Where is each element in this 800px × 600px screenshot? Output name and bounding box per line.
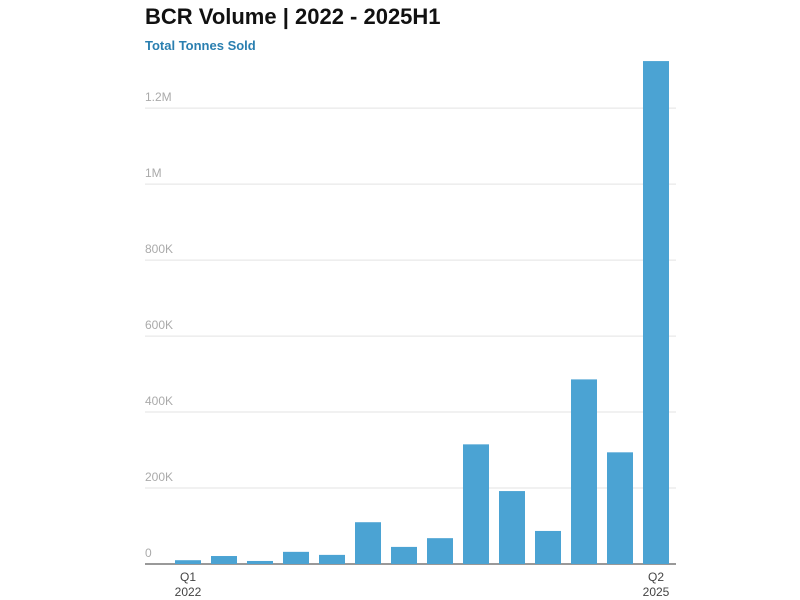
chart-subtitle: Total Tonnes Sold [145, 38, 256, 53]
y-tick-label: 1M [145, 166, 162, 180]
x-tick-label-line: 2022 [175, 585, 202, 599]
y-tick-label: 0 [145, 546, 152, 560]
y-tick-label: 400K [145, 394, 173, 408]
bar [463, 444, 489, 564]
bar [175, 560, 201, 564]
x-tick-label-line: Q1 [180, 570, 196, 584]
y-tick-label: 200K [145, 470, 173, 484]
x-tick-label-line: 2025 [643, 585, 670, 599]
y-tick-label: 800K [145, 242, 173, 256]
bar [535, 530, 561, 564]
bar [211, 556, 237, 564]
x-tick-label: Q2 2025 [643, 570, 670, 599]
bar [643, 61, 669, 565]
bar [355, 522, 381, 564]
bar [427, 538, 453, 564]
bar [283, 551, 309, 564]
x-tick-label-line: Q2 [648, 570, 664, 584]
bar [571, 379, 597, 564]
bar [247, 560, 273, 564]
bar [499, 491, 525, 564]
bar [391, 546, 417, 564]
chart-title: BCR Volume | 2022 - 2025H1 [145, 4, 441, 29]
bar [319, 554, 345, 564]
y-tick-label: 600K [145, 318, 173, 332]
bar [607, 452, 633, 564]
x-tick-label: Q1 2022 [175, 570, 202, 599]
y-tick-label: 1.2M [145, 90, 172, 104]
